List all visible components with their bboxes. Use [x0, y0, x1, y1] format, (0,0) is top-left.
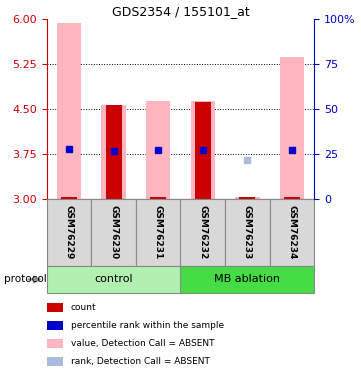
Bar — [225, 199, 270, 266]
Bar — [91, 199, 136, 266]
Bar — [47, 357, 63, 366]
Bar — [136, 199, 180, 266]
Bar — [195, 102, 210, 199]
Text: GSM76230: GSM76230 — [109, 206, 118, 260]
Bar — [284, 197, 300, 199]
Bar — [180, 266, 314, 292]
Bar — [47, 199, 91, 266]
Text: percentile rank within the sample: percentile rank within the sample — [71, 321, 224, 330]
Bar — [47, 339, 63, 348]
Bar — [61, 197, 77, 199]
Bar — [47, 321, 63, 330]
Bar — [270, 199, 314, 266]
Text: rank, Detection Call = ABSENT: rank, Detection Call = ABSENT — [71, 357, 210, 366]
Text: value, Detection Call = ABSENT: value, Detection Call = ABSENT — [71, 339, 214, 348]
Title: GDS2354 / 155101_at: GDS2354 / 155101_at — [112, 4, 249, 18]
Bar — [101, 105, 126, 199]
Bar — [279, 57, 304, 199]
Bar — [146, 101, 170, 199]
Text: count: count — [71, 303, 97, 312]
Text: GSM76233: GSM76233 — [243, 206, 252, 260]
Bar — [47, 303, 63, 312]
Bar — [191, 101, 215, 199]
Bar — [106, 105, 122, 199]
Bar — [47, 266, 180, 292]
Text: protocol: protocol — [4, 274, 46, 284]
Bar — [180, 199, 225, 266]
Bar — [239, 197, 255, 199]
Text: MB ablation: MB ablation — [214, 274, 280, 284]
Bar — [151, 197, 166, 199]
Bar — [235, 197, 260, 199]
Bar — [57, 23, 82, 199]
Text: control: control — [95, 274, 133, 284]
Text: GSM76232: GSM76232 — [198, 206, 207, 260]
Text: GSM76231: GSM76231 — [154, 206, 163, 260]
Text: GSM76229: GSM76229 — [65, 206, 74, 260]
Text: GSM76234: GSM76234 — [287, 206, 296, 260]
